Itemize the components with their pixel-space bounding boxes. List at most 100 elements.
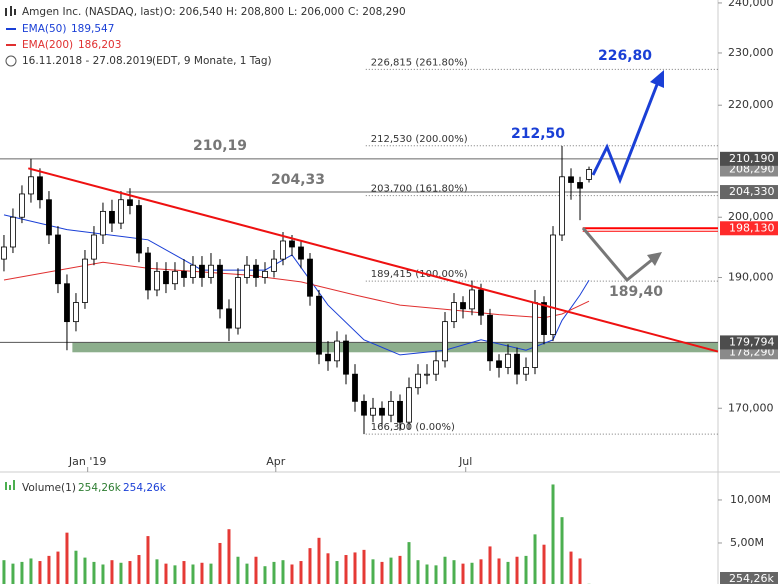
volume-bar [272,561,276,584]
volume-bar [380,561,384,584]
candle-body [550,234,556,335]
candle-body [568,176,574,183]
candle-body [190,264,196,278]
legend-name: EMA(50) [22,23,66,35]
legend-value: 189,547 [71,23,114,35]
volume-bar [542,544,546,584]
candle-body [46,199,52,236]
volume-bar [362,549,366,584]
icon [9,485,11,490]
candle-body [172,270,178,285]
candle-body [406,387,412,423]
candle-body [487,314,493,362]
volume-bar [146,536,150,584]
projection-arrow [591,81,660,185]
y-tick-label: 170,000 [728,401,774,414]
volume-bar [506,561,510,584]
candle-body [253,264,259,278]
candle-body [325,353,331,362]
volume-bar [425,564,429,584]
volume-bar [569,551,573,584]
candle-body [91,234,97,260]
volume-bar [317,537,321,584]
candle-body [577,182,583,189]
volume-bar [191,564,195,584]
volume-bar [353,552,357,584]
volume-bar [83,557,87,584]
y-tick-label: 190,000 [728,271,774,284]
x-tick-label: Jan '19 [68,455,106,468]
candle-body [154,270,160,291]
candle-body [316,295,322,355]
candle-body [208,264,214,278]
arrow-head [650,70,664,88]
fib-label: 203,700 (161.80%) [371,184,468,195]
volume-bar [200,562,204,584]
volume-bar [227,529,231,584]
candle-body [163,270,169,285]
candle-body [100,210,106,236]
candle-body [505,353,511,368]
candle-body [262,270,268,278]
volume-bar [47,555,51,584]
volume-bar [443,556,447,584]
candle-body [532,302,538,368]
volume-bar [335,561,339,584]
y-tick-label: 230,000 [728,46,774,59]
volume-bar [218,542,222,584]
volume-bar [281,560,285,584]
candle-body [370,407,376,416]
fib-label: 226,815 (261.80%) [371,57,468,68]
price-label: 204,330 [729,185,775,198]
volume-bar [182,561,186,584]
volume-bar [389,557,393,584]
volume-bar [29,558,33,584]
volume-bar [74,550,78,584]
volume-bar [524,555,528,584]
volume-bar [164,563,168,584]
volume-bar [20,561,24,584]
volume-bar [11,563,15,584]
volume-bar [578,558,582,584]
price-label: 179,794 [729,335,775,348]
volume-bar [38,561,42,584]
candle-body [217,264,223,310]
ohlc-open: O: 206,540 [164,6,222,18]
volume-bar [299,561,303,584]
candle-body [514,353,520,375]
icon [13,480,15,490]
x-tick-label: Jul [458,455,472,468]
annotation: 212,50 [511,126,565,142]
volume-value: 254,26k [123,482,167,494]
candle-body [73,302,79,323]
volume-bar [65,532,69,584]
volume-bar [533,534,537,584]
volume-bar [245,563,249,584]
volume-bar [128,561,132,584]
range-note: (EDT, 9 Monate, 1 Tag) [152,55,272,67]
fib-label: 212,530 (200.00%) [371,134,468,145]
clock-icon [5,55,17,67]
candle-body [10,216,16,248]
volume-bar [371,559,375,584]
candle-body [82,258,88,303]
volume-bar [470,562,474,584]
ohlc-low: L: 206,000 [288,6,344,18]
candle-body [136,205,142,254]
volume-title: Volume(1) [22,482,76,494]
volume-bar [119,562,123,584]
volume-bar [308,548,312,584]
x-tick-label: Apr [266,455,286,468]
candle-body [469,289,475,310]
candle-body [244,264,250,278]
price-label-box [720,151,778,166]
candle-body [235,277,241,329]
candle-body [226,308,232,329]
candle-body [424,373,430,376]
candle-body [118,199,124,224]
candle-body [460,302,466,310]
annotation: 204,33 [271,172,325,188]
volume-bar [173,565,177,584]
